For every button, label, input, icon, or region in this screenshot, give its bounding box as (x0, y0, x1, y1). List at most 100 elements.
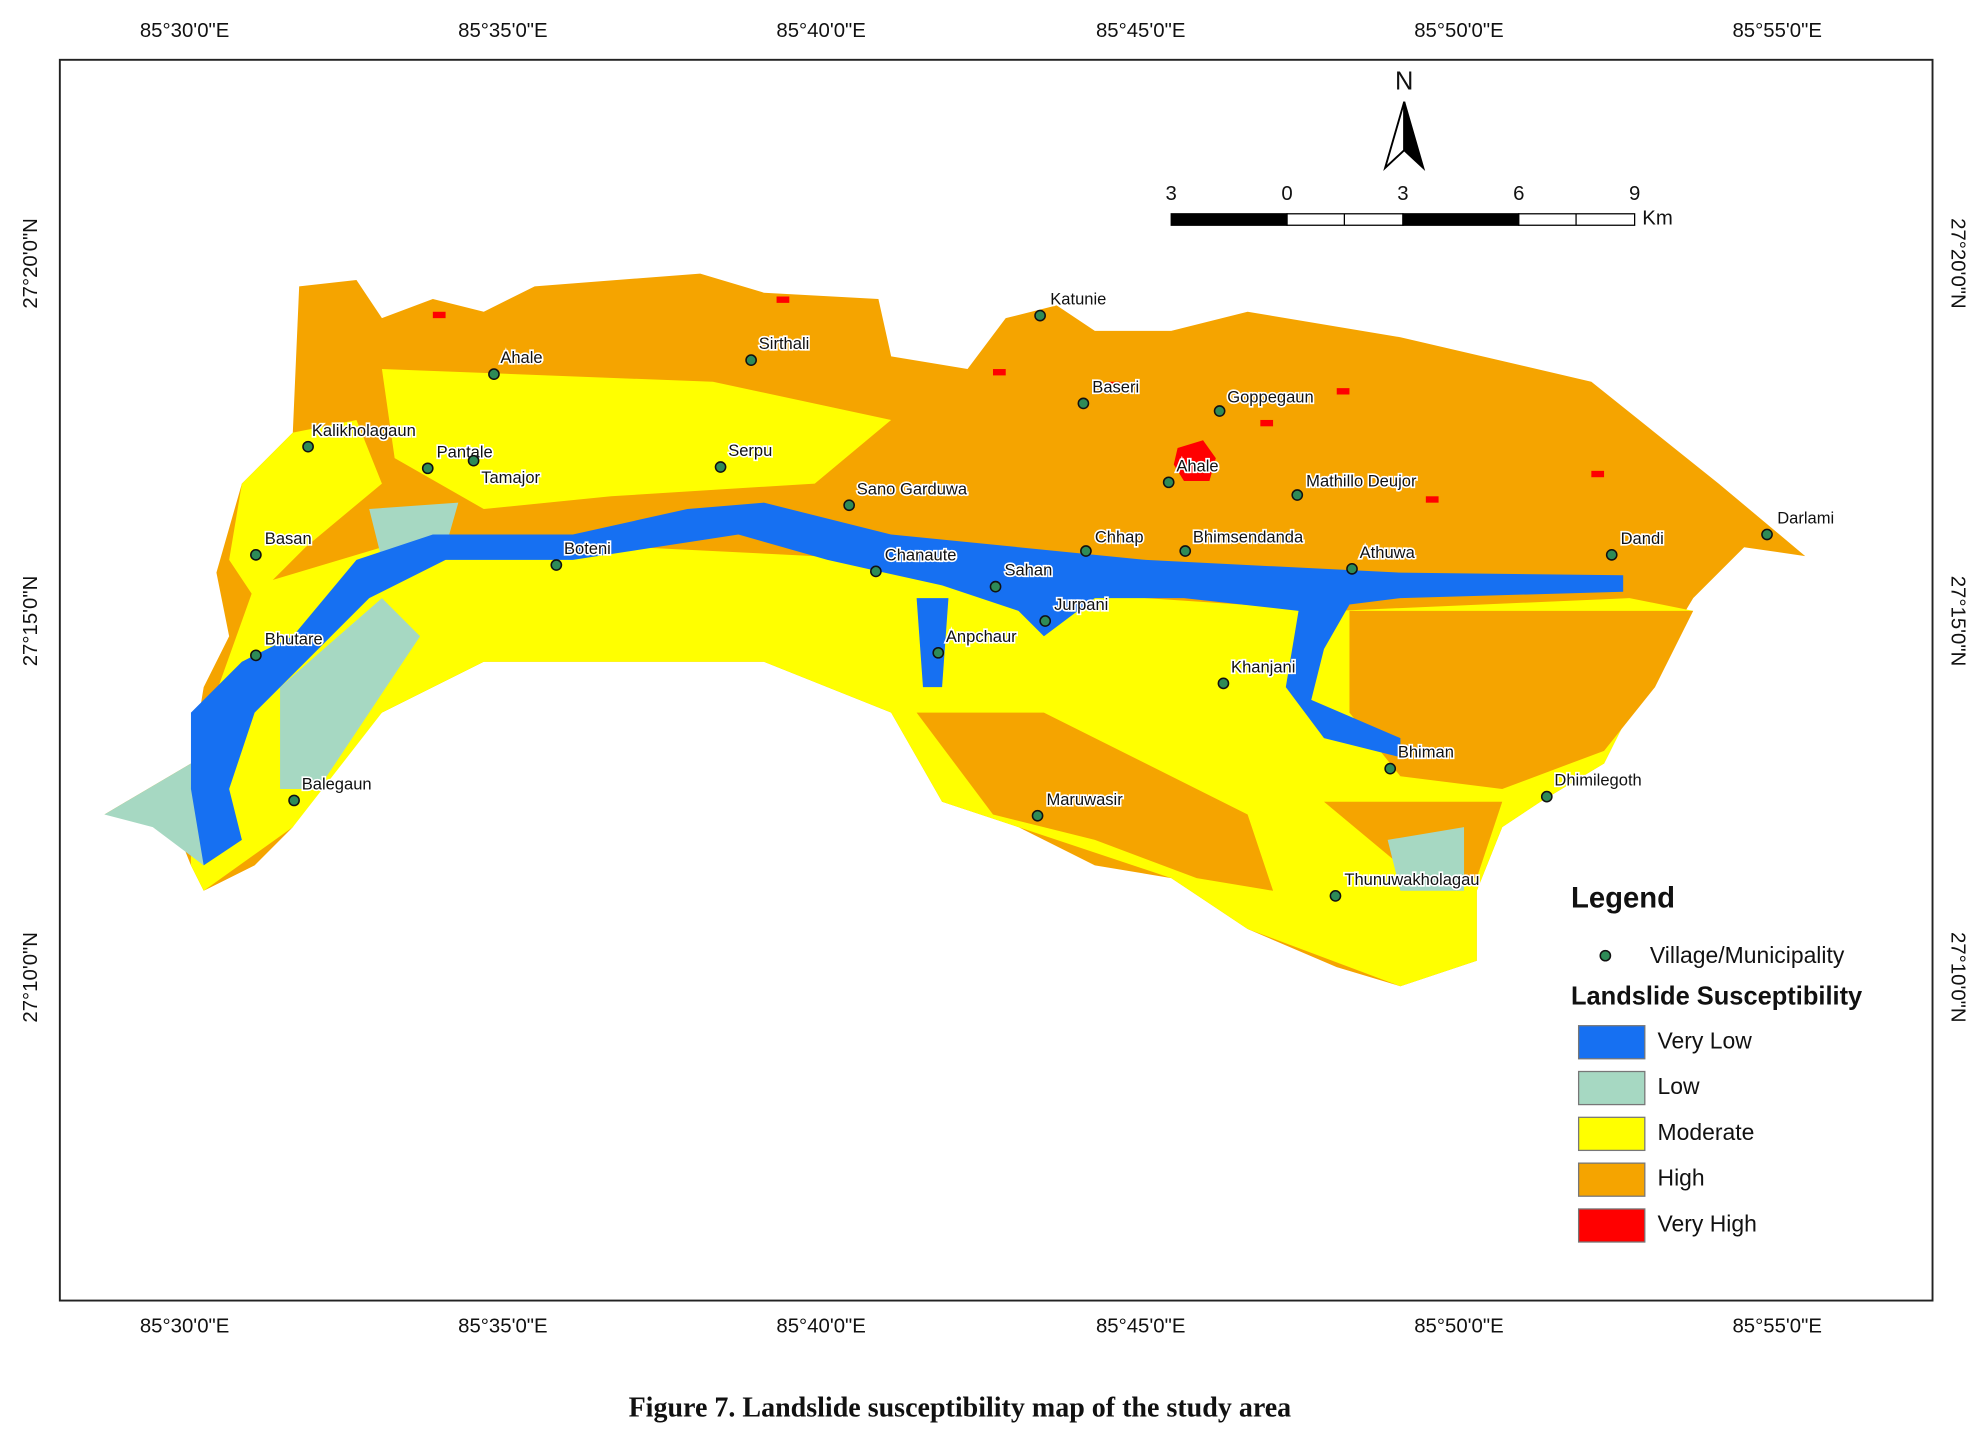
village-point (1080, 545, 1092, 557)
village-point (421, 462, 434, 475)
village-label: Athuwa (1360, 543, 1416, 562)
village-label: Anpchaur (946, 627, 1017, 646)
scale-label: 0 (1281, 183, 1292, 205)
village-label: Pantale (437, 442, 493, 461)
longitude-label: 85°55'0"E (1732, 20, 1821, 42)
village-point (1605, 548, 1618, 561)
longitude-label: 85°35'0"E (458, 1316, 547, 1338)
moderate-zone (381, 369, 892, 510)
village-label: Dandi (1621, 529, 1664, 548)
village-label: Mathillo Deujor (1306, 472, 1417, 491)
village-point (288, 794, 300, 807)
village-label: Khanjani (1231, 657, 1295, 676)
village-label: Ahale (1176, 456, 1218, 475)
very-high-spot (993, 369, 1006, 376)
legend-label: Very Low (1658, 1027, 1753, 1053)
longitude-label: 85°55'0"E (1732, 1316, 1821, 1338)
village-label: Sano Garduwa (857, 479, 968, 498)
longitude-label: 85°50'0"E (1414, 20, 1503, 42)
latitude-label: 27°20'0"N (1946, 218, 1968, 309)
village-point (870, 565, 882, 578)
caption: Figure 7. Landslide susceptibility map o… (629, 1392, 1292, 1423)
village-point (1031, 809, 1044, 822)
very-high-spot (1591, 470, 1605, 478)
longitude-label: 85°50'0"E (1414, 1316, 1503, 1338)
high-zone (916, 712, 1274, 891)
latitude-label: 27°15'0"N (20, 576, 42, 667)
very-high-spot (1260, 419, 1274, 427)
legend-swatch (1577, 1070, 1646, 1106)
longitude-label: 85°30'0"E (140, 1316, 229, 1338)
village-point (302, 440, 314, 453)
legend-class-title: Landslide Susceptibility (1571, 982, 1863, 1010)
village-point (250, 649, 262, 662)
village-point (1039, 615, 1052, 627)
very-high-spot (432, 311, 446, 319)
village-label: Kalikholagaun (312, 421, 416, 440)
longitude-label: 85°40'0"E (776, 1316, 865, 1338)
very-low-zone (190, 502, 1624, 866)
longitude-label: 85°35'0"E (458, 20, 547, 42)
village-label: Bhiman (1398, 743, 1454, 762)
village-label: Goppegaun (1227, 388, 1313, 407)
village-label: Sirthali (759, 334, 810, 353)
village-label: Serpu (728, 441, 772, 460)
village-label: Maruwasir (1046, 790, 1123, 809)
latitude-label: 27°10'0"N (20, 932, 42, 1023)
very-high-zone (1173, 440, 1216, 482)
village-point (250, 548, 262, 561)
longitude-label: 85°40'0"E (776, 20, 865, 42)
village-label: Katunie (1050, 290, 1106, 309)
legend-point (1599, 949, 1612, 962)
longitude-label: 85°45'0"E (1096, 20, 1185, 42)
village-point (932, 646, 945, 659)
village-point (1540, 790, 1553, 803)
village-label: Baseri (1092, 378, 1139, 397)
village-label: Bhutare (265, 629, 323, 648)
north-label: N (1395, 67, 1413, 95)
moderate-zone (229, 419, 382, 599)
scale-unit: Km (1642, 207, 1673, 229)
scale-segment (1402, 213, 1520, 226)
legend-point-label: Village/Municipality (1650, 942, 1845, 968)
village-label: Dhimilegoth (1554, 771, 1641, 790)
village-point (1384, 762, 1397, 775)
village-label: Basan (265, 529, 312, 548)
village-point (1329, 890, 1342, 902)
legend-swatch (1577, 1208, 1646, 1243)
village-point (989, 580, 1002, 593)
very-high-spot (1336, 388, 1350, 395)
village-point (1346, 562, 1358, 575)
village-label: Sahan (1004, 561, 1052, 580)
very-low-zone (916, 598, 949, 688)
village-label: Ahale (500, 348, 542, 367)
village-point (488, 368, 500, 380)
low-zone (280, 598, 421, 789)
village-label: Tamajor (481, 468, 540, 487)
legend-title: Legend (1571, 882, 1675, 914)
village-point (1291, 489, 1304, 501)
village-point (1179, 545, 1192, 557)
village-label: Jurpani (1054, 595, 1108, 614)
village-point (1162, 476, 1175, 489)
low-zone (1387, 827, 1465, 891)
village-point (467, 454, 480, 467)
scale-label: 6 (1513, 183, 1524, 205)
village-point (550, 559, 563, 571)
scale-label: 3 (1397, 183, 1408, 205)
village-label: Thunuwakholagau (1344, 870, 1479, 889)
legend-label: Moderate (1658, 1119, 1755, 1145)
scale-segment (1170, 213, 1288, 226)
village-point (714, 461, 727, 473)
village-point (1217, 677, 1230, 690)
village-label: Chhap (1095, 528, 1144, 547)
legend-swatch (1577, 1116, 1646, 1152)
village-point (1761, 528, 1773, 541)
village-label: Chanaute (885, 545, 957, 564)
scale-segment (1286, 213, 1404, 226)
village-point (1034, 309, 1046, 322)
village-point (843, 499, 855, 512)
legend-swatch (1577, 1025, 1646, 1060)
scale-label: 9 (1629, 183, 1640, 205)
village-label: Balegaun (302, 775, 372, 794)
